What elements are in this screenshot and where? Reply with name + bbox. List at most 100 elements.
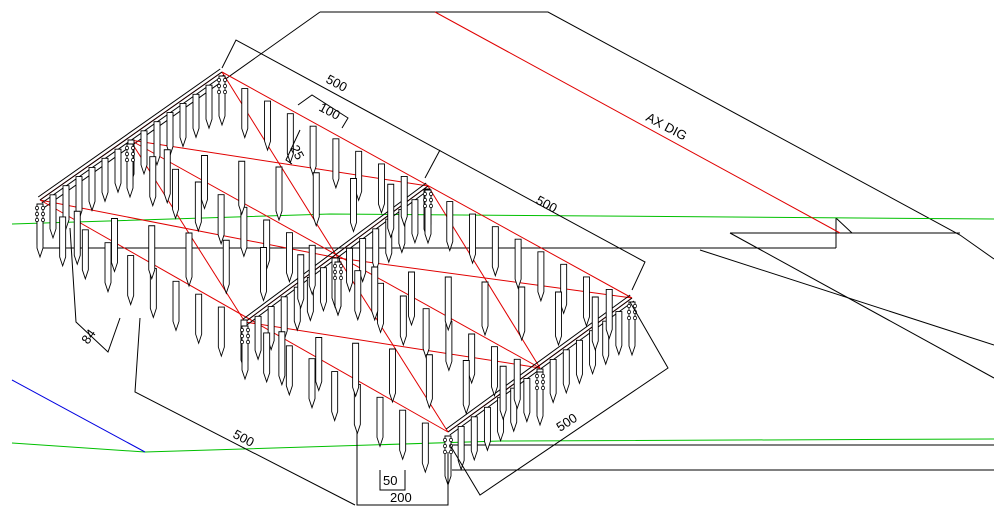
pile: [127, 255, 135, 306]
pile: [264, 100, 272, 152]
pile: [332, 138, 340, 190]
pile: [285, 232, 293, 284]
dim-top-length: 500: [324, 71, 350, 94]
bolt-knot: [423, 198, 427, 202]
beam-line: [244, 185, 429, 323]
pile: [346, 247, 354, 293]
pile: [201, 155, 208, 210]
pile: [491, 226, 499, 278]
bolt-knot: [633, 304, 637, 308]
pile-grid: [36, 75, 636, 487]
bolt-knot: [535, 386, 539, 390]
pile: [280, 296, 288, 342]
pile: [444, 276, 452, 332]
bolt-knot: [443, 450, 447, 454]
bolt-knot: [627, 304, 631, 308]
timber-beams: [37, 68, 635, 436]
pile: [481, 281, 489, 337]
pile: [389, 348, 396, 404]
bolt-knot: [246, 340, 250, 344]
bolt-knot: [339, 270, 343, 274]
bolt-knot: [333, 276, 337, 280]
terrain-lines: [11, 213, 994, 453]
pile: [372, 228, 380, 274]
pile: [153, 121, 161, 167]
pile: [149, 156, 157, 208]
pile: [285, 345, 293, 397]
pile: [377, 163, 385, 215]
bolt-knot: [125, 146, 129, 150]
brace-line: [129, 139, 246, 323]
pile: [523, 378, 531, 423]
pile: [88, 166, 96, 212]
pile: [172, 280, 180, 332]
pile: [163, 149, 171, 205]
pile: [499, 365, 507, 421]
bolt-knot: [246, 328, 250, 332]
bolt-knot: [131, 158, 135, 162]
pile: [172, 168, 180, 220]
pile: [205, 84, 213, 130]
bolt-knot: [429, 192, 433, 196]
bolt-knot: [333, 270, 337, 274]
pile: [217, 306, 225, 358]
bolt-knot: [223, 78, 227, 82]
bolt-knot: [429, 198, 433, 202]
pile: [185, 232, 193, 288]
pile: [166, 112, 174, 157]
bolt-knot: [535, 380, 539, 384]
pile: [240, 206, 248, 258]
dimension-lines: [69, 39, 669, 506]
bolt-knot: [627, 316, 631, 320]
dim-depth: 84: [78, 326, 99, 346]
bolt-knot: [541, 374, 545, 378]
pile: [615, 311, 623, 356]
pile: [260, 247, 267, 302]
pile: [399, 409, 407, 461]
bolt-knot: [449, 438, 453, 442]
bolt-knot: [41, 218, 45, 222]
bolt-knot: [423, 192, 427, 196]
pile: [582, 276, 590, 328]
bolt-knot: [339, 264, 343, 268]
pile: [350, 178, 357, 233]
bolt-knot: [429, 204, 433, 208]
bolt-knot: [423, 204, 427, 208]
dim-mid-length: 500: [534, 192, 560, 215]
pile: [457, 425, 465, 471]
dim-offset: 25: [287, 142, 307, 162]
pile: [514, 238, 522, 290]
pile: [400, 175, 408, 227]
pile: [111, 218, 118, 273]
pile: [483, 406, 491, 452]
pile: [462, 360, 470, 415]
pile: [518, 286, 526, 342]
pile: [194, 181, 202, 233]
pile: [254, 315, 262, 361]
brace-line: [39, 199, 449, 433]
pile: [308, 244, 316, 296]
pile: [140, 130, 148, 176]
beam-line: [445, 294, 631, 430]
bolt-knot: [449, 450, 453, 454]
pile: [408, 271, 415, 327]
bolt-knot: [217, 78, 221, 82]
bolt-knot: [125, 158, 129, 162]
pile: [422, 308, 430, 360]
pile: [371, 266, 379, 322]
bolt-knot: [339, 276, 343, 280]
pile: [562, 349, 570, 395]
pile: [628, 301, 636, 357]
bolt-knot: [131, 146, 135, 150]
pile: [549, 358, 557, 404]
bolt-knot: [35, 218, 39, 222]
pile: [319, 267, 327, 313]
pile: [591, 296, 599, 352]
dim-bottom-length: 500: [231, 426, 257, 449]
pile: [49, 194, 57, 240]
bolt-knot: [633, 316, 637, 320]
pile: [470, 416, 478, 462]
pile: [605, 288, 613, 340]
pile: [104, 242, 112, 294]
